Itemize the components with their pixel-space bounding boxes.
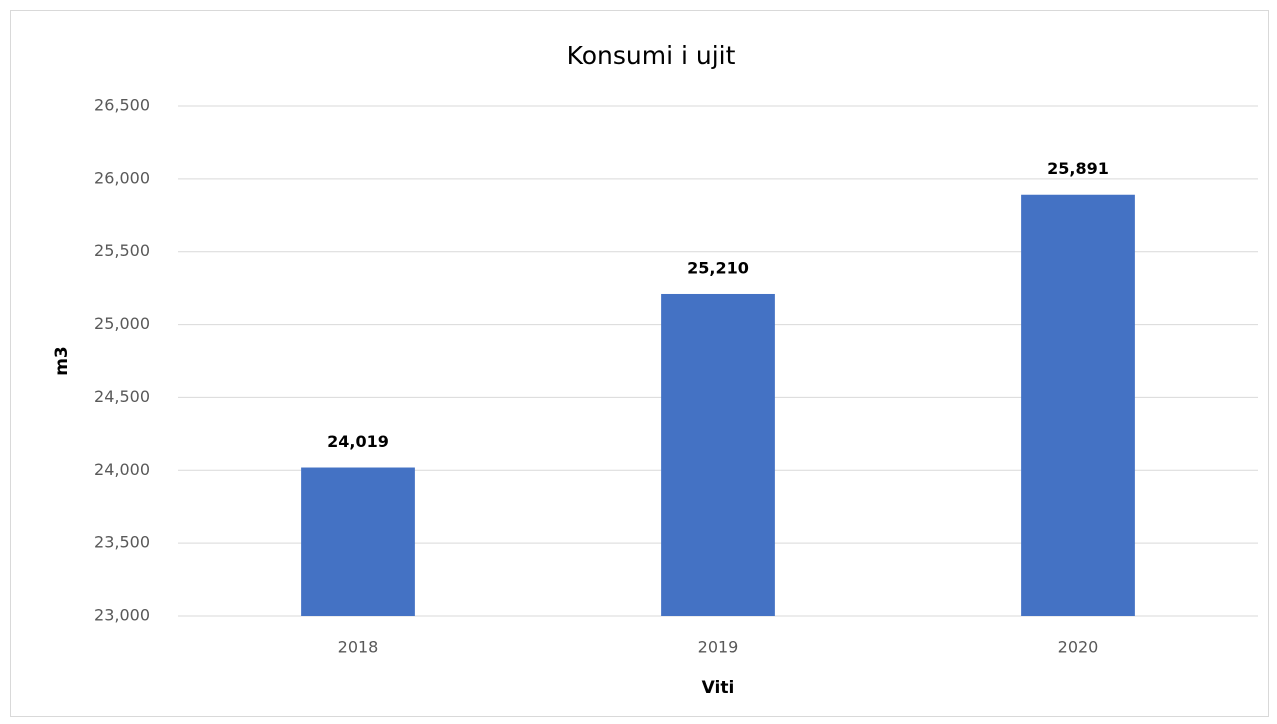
bar [1021,194,1135,617]
x-tick-label: 2019 [698,638,739,657]
y-tick-label: 26,500 [94,96,150,115]
y-tick-label: 24,500 [94,387,150,406]
x-axis-label: Viti [702,678,735,698]
data-label: 25,210 [687,258,749,277]
bar [301,467,415,616]
y-tick-label: 25,000 [94,314,150,333]
y-tick-label: 23,500 [94,533,150,552]
y-tick-label: 25,500 [94,241,150,260]
chart-title: Konsumi i ujit [567,41,736,70]
y-tick-label: 26,000 [94,168,150,187]
y-tick-label: 23,000 [94,606,150,625]
y-tick-label: 24,000 [94,460,150,479]
data-label: 25,891 [1047,159,1109,178]
y-axis-label: m3 [52,346,72,376]
data-label: 24,019 [327,432,389,451]
x-tick-label: 2018 [338,638,379,657]
bar [661,293,775,616]
x-tick-label: 2020 [1058,638,1099,657]
